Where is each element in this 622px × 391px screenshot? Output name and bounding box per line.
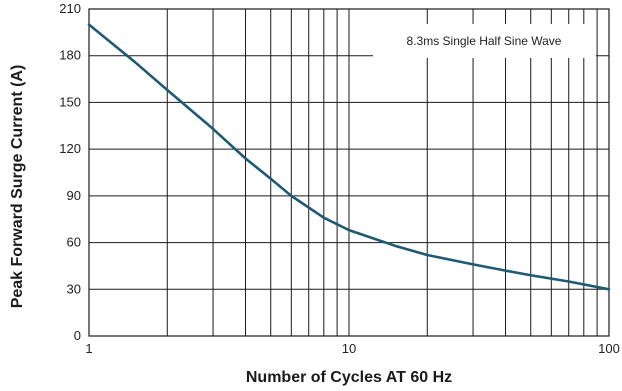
grid [89, 9, 609, 336]
y-tick-label: 30 [67, 281, 81, 296]
annotation-box: 8.3ms Single Half Sine Wave [373, 24, 596, 58]
x-tick-label: 10 [342, 341, 356, 356]
annotation-text: 8.3ms Single Half Sine Wave [407, 34, 562, 48]
plot-border [88, 8, 610, 337]
x-tick-label: 100 [598, 341, 620, 356]
x-tick-labels: 1 10 100 [85, 341, 619, 356]
y-tick-label: 120 [59, 141, 81, 156]
series-layer [87, 23, 611, 291]
y-tick-label: 150 [59, 94, 81, 109]
y-tick-label: 0 [74, 328, 81, 343]
x-tick-label: 1 [85, 341, 92, 356]
y-tick-label: 60 [67, 235, 81, 250]
plot-frame [88, 8, 610, 337]
x-axis-title: Number of Cycles AT 60 Hz [246, 369, 452, 386]
annotation-background [373, 24, 596, 58]
series-line-0 [87, 23, 611, 291]
y-tick-label: 210 [59, 1, 81, 16]
y-tick-label: 90 [67, 188, 81, 203]
y-tick-labels: 0 30 60 90 120 150 180 210 [59, 1, 81, 343]
y-tick-label: 180 [59, 48, 81, 63]
y-axis-title: Peak Forward Surge Current (A) [9, 65, 26, 309]
